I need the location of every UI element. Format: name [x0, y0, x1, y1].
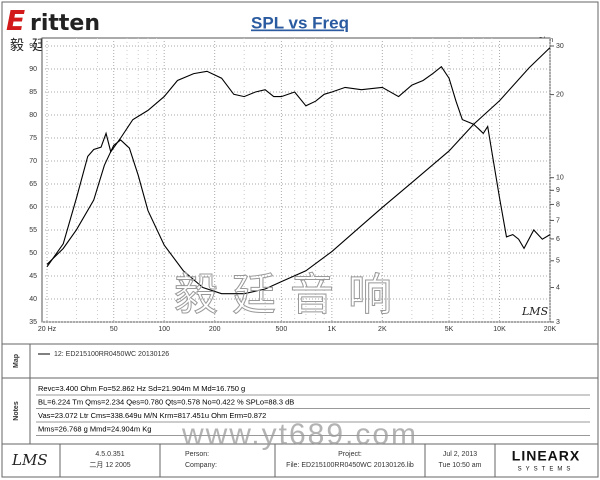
build-date: 二月 12 2005	[89, 461, 130, 469]
project: Project:	[338, 451, 362, 458]
date: Jul 2, 2013	[443, 451, 477, 458]
logo-text: ritten	[30, 11, 100, 36]
x-tick-label: 100	[158, 326, 170, 333]
file: File: ED215100RR0450WC 20130126.lib	[286, 462, 414, 469]
y-tick-label: 95	[29, 43, 37, 50]
y-tick-label: 45	[29, 273, 37, 280]
map-label: Map	[13, 354, 20, 368]
note-line: Revc=3.400 Ohm Fo=52.862 Hz Sd=21.904m M…	[38, 384, 245, 393]
y-tick-label: 35	[29, 319, 37, 326]
x-tick-label: 20K	[544, 326, 557, 333]
brand-sub: SYSTEMS	[518, 467, 575, 473]
y2-tick-label: 10	[556, 175, 564, 182]
x-tick-label: 2K	[378, 326, 387, 333]
y2-tick-label: 3	[556, 319, 560, 326]
x-tick-label: 20 Hz	[38, 326, 57, 333]
series-line	[46, 47, 551, 295]
company: Company:	[185, 462, 217, 469]
y2-tick-label: 20	[556, 91, 564, 98]
y2-tick-label: 6	[556, 236, 560, 243]
person: Person:	[185, 451, 209, 458]
y-tick-label: 75	[29, 135, 37, 142]
y2-tick-label: 7	[556, 217, 560, 224]
y-tick-label: 90	[29, 66, 37, 73]
watermark-url: www.yt689.com	[181, 418, 418, 451]
time: Tue 10:50 am	[439, 462, 482, 469]
y2-tick-label: 9	[556, 187, 560, 194]
version: 4.5.0.351	[95, 451, 124, 458]
note-line: Vas=23.072 Ltr Cms=338.649u M/N Krm=817.…	[38, 411, 266, 420]
brand: LINEARX	[512, 448, 580, 464]
y-tick-label: 80	[29, 112, 37, 119]
x-tick-label: 10K	[493, 326, 506, 333]
y-tick-label: 40	[29, 296, 37, 303]
y2-tick-label: 8	[556, 201, 560, 208]
watermark-cn: 毅廷音响	[174, 270, 406, 321]
plot-logo: LMS	[521, 305, 549, 318]
notes: Revc=3.400 Ohm Fo=52.862 Hz Sd=21.904m M…	[36, 384, 590, 436]
x-tick-label: 5K	[445, 326, 454, 333]
x-tick-label: 1K	[328, 326, 337, 333]
logo-mark: E	[6, 4, 25, 37]
x-tick-label: 50	[110, 326, 118, 333]
note-line: BL=6.224 Tm Qms=2.234 Qes=0.780 Qts=0.57…	[38, 397, 294, 406]
y-tick-label: 65	[29, 181, 37, 188]
chart-title: SPL vs Freq	[251, 13, 349, 32]
y-tick-label: 55	[29, 227, 37, 234]
y-tick-label: 85	[29, 89, 37, 96]
x-tick-label: 200	[209, 326, 221, 333]
x-tick-label: 500	[276, 326, 288, 333]
notes-label: Notes	[13, 401, 20, 421]
plot: 3540455055606570758085909534567891020302…	[29, 37, 564, 333]
y2-tick-label: 5	[556, 258, 560, 265]
y-tick-label: 60	[29, 204, 37, 211]
y-tick-label: 70	[29, 158, 37, 165]
legend-entry: 12: ED215100RR0450WC 20130126	[54, 351, 169, 358]
note-line: Mms=26.768 g Mmd=24.904m Kg	[38, 424, 151, 433]
y-tick-label: 50	[29, 250, 37, 257]
y2-tick-label: 4	[556, 284, 560, 291]
footer-logo: LMS	[11, 451, 48, 469]
series-line	[46, 65, 551, 268]
y2-tick-label: 30	[556, 43, 564, 50]
